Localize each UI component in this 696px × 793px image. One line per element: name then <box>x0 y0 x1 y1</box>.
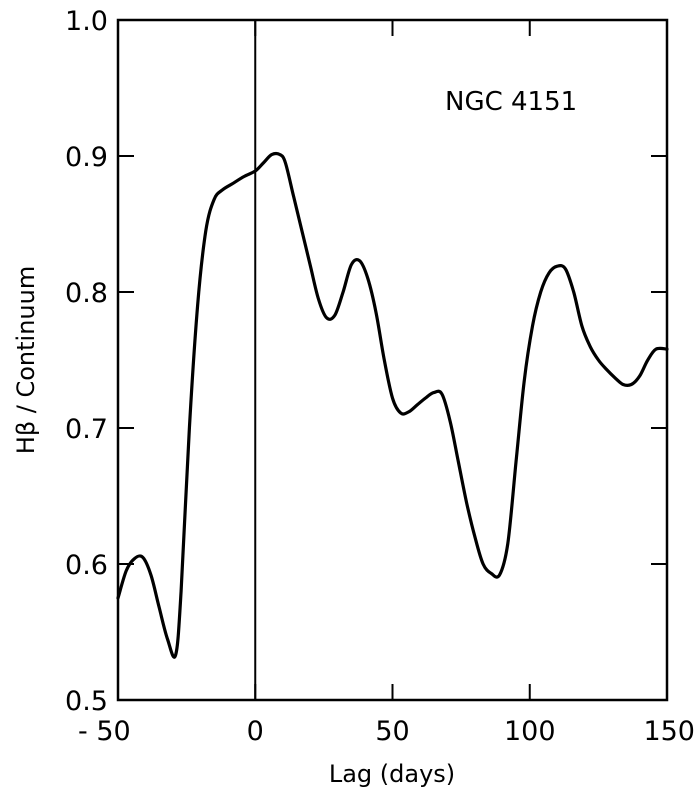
x-tick-label: - 50 <box>78 716 131 747</box>
y-tick-label: 0.7 <box>65 414 108 445</box>
y-tick-label: 0.8 <box>65 278 108 309</box>
y-tick-label: 1.0 <box>65 6 108 37</box>
y-axis-title: Hβ / Continuum <box>12 266 40 454</box>
x-tick-label: 100 <box>504 716 556 747</box>
y-tick-label: 0.5 <box>65 686 108 717</box>
tick-labels: - 50 0 50 100 150 0.5 0.6 0.7 0.8 0.9 1.0 <box>65 6 695 747</box>
x-axis-title: Lag (days) <box>329 760 455 788</box>
y-tick-label: 0.6 <box>65 550 108 581</box>
x-tick-label: 150 <box>643 716 695 747</box>
y-tick-label: 0.9 <box>65 142 108 173</box>
series-line <box>116 152 669 659</box>
plot-border <box>116 18 669 702</box>
object-label: NGC 4151 <box>445 87 577 117</box>
x-tick-label: 0 <box>247 716 264 747</box>
x-tick-label: 50 <box>375 716 409 747</box>
plot-frame <box>116 18 669 702</box>
ticks <box>117 19 668 701</box>
